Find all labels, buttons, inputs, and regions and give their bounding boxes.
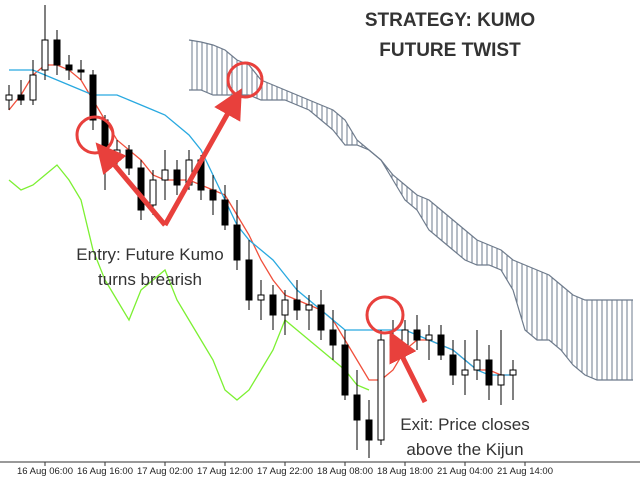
candle-body xyxy=(89,74,97,121)
candle-body xyxy=(281,299,289,316)
candle-body xyxy=(149,179,157,206)
x-tick-label: 21 Aug 14:00 xyxy=(497,466,553,477)
candle-body xyxy=(461,369,469,376)
candle-body xyxy=(269,294,277,316)
x-tick-label: 21 Aug 04:00 xyxy=(437,466,493,477)
candle-body xyxy=(29,74,37,101)
candle-body xyxy=(113,149,121,156)
annotation-arrows xyxy=(75,61,428,404)
candle-body xyxy=(473,359,481,371)
arrow xyxy=(389,331,428,404)
candle-body xyxy=(65,64,73,71)
arrow xyxy=(95,142,167,227)
candle-body xyxy=(221,199,229,226)
kumo-cloud xyxy=(189,40,633,380)
candle-body xyxy=(341,344,349,396)
candle-body xyxy=(353,394,361,421)
candle-body xyxy=(509,369,517,376)
entry-note: Entry: Future Kumo turns brearish xyxy=(76,245,224,289)
candle-body xyxy=(125,149,133,169)
x-tick-label: 18 Aug 18:00 xyxy=(377,466,433,477)
entry-circle xyxy=(75,115,115,155)
x-tick-label: 16 Aug 16:00 xyxy=(77,466,133,477)
candle-body xyxy=(377,339,385,441)
x-tick-label: 17 Aug 12:00 xyxy=(197,466,253,477)
kumo-circle xyxy=(226,61,264,99)
candle-body xyxy=(257,294,265,301)
candle-body xyxy=(317,304,325,331)
indicator-line xyxy=(8,164,370,401)
exit-circle xyxy=(365,295,405,335)
candle-body xyxy=(5,94,13,101)
exit-note: Exit: Price closes above the Kijun xyxy=(400,415,530,459)
candle-body xyxy=(161,169,169,181)
x-tick-label: 16 Aug 06:00 xyxy=(17,466,73,477)
candle-body xyxy=(41,39,49,71)
candle-body xyxy=(17,94,25,101)
candle-body xyxy=(245,259,253,301)
chart-title: STRATEGY: KUMO FUTURE TWIST xyxy=(364,10,536,61)
candle-body xyxy=(365,419,373,441)
candle-body xyxy=(497,374,505,386)
candle-body xyxy=(293,299,301,311)
candle-body xyxy=(413,329,421,341)
x-tick-label: 17 Aug 02:00 xyxy=(137,466,193,477)
candle-body xyxy=(209,189,217,201)
candle-body xyxy=(173,169,181,186)
x-tick-label: 18 Aug 08:00 xyxy=(317,466,373,477)
candle-body xyxy=(485,359,493,386)
candle-body xyxy=(437,334,445,356)
candle-body xyxy=(77,69,85,73)
candle-body xyxy=(305,304,313,311)
kumo-edge xyxy=(189,89,633,381)
candle-body xyxy=(401,329,409,346)
candle-body xyxy=(53,39,61,66)
x-tick-label: 17 Aug 22:00 xyxy=(257,466,313,477)
candle-body xyxy=(329,329,337,346)
candle-body xyxy=(137,167,145,211)
candle-body xyxy=(449,354,457,376)
candle-body xyxy=(425,334,433,341)
candle-body xyxy=(233,224,241,261)
arrow xyxy=(162,88,242,227)
